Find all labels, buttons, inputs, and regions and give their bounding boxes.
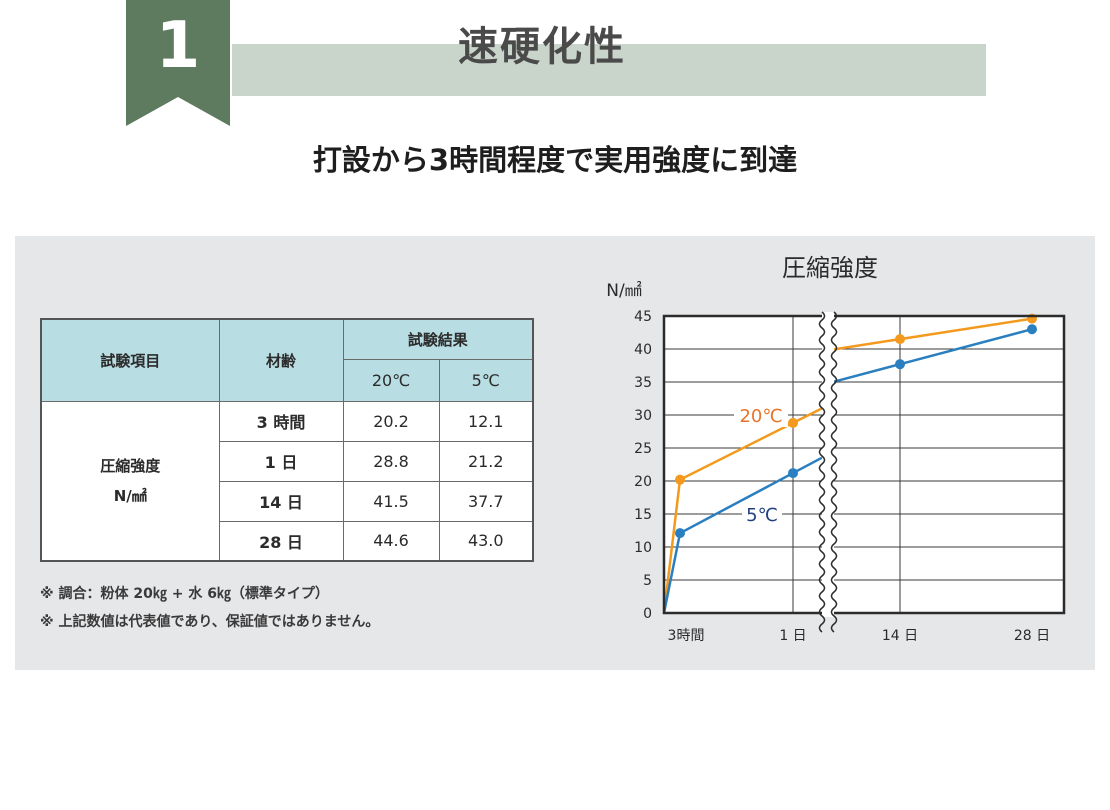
footnote: ※ 上記数値は代表値であり、保証値ではありません。	[40, 614, 380, 630]
footnotes: ※ 調合：粉体 20㎏ + 水 6㎏（標準タイプ） ※ 上記数値は代表値であり、…	[40, 580, 560, 636]
y-tick-label: 35	[634, 375, 652, 391]
cell-5c: 21.2	[438, 440, 534, 482]
cell-age: 28 日	[218, 520, 344, 562]
header-age: 材齢	[218, 318, 344, 402]
header-20c: 20℃	[342, 358, 440, 402]
plot-frame	[834, 314, 1066, 615]
x-tick-label: 14 日	[882, 628, 918, 644]
chart-title: 圧縮強度	[782, 254, 878, 282]
series-label-bg	[742, 502, 782, 526]
y-tick-label: 0	[643, 606, 652, 622]
cell-5c: 43.0	[438, 520, 534, 562]
y-tick-label: 25	[634, 441, 652, 457]
x-tick-label: 1 日	[779, 628, 806, 644]
data-point	[788, 417, 798, 428]
series-label-5c: 5℃	[746, 505, 778, 526]
data-point	[788, 468, 798, 479]
series-line	[662, 407, 823, 614]
row-label-line2: N/㎟	[113, 486, 147, 505]
series-line	[662, 456, 823, 614]
plot-frame	[662, 314, 822, 615]
data-point	[675, 528, 685, 539]
section-number: 1	[155, 9, 201, 83]
cell-20c: 44.6	[342, 520, 440, 562]
row-label: 圧縮強度 N/㎟	[40, 400, 220, 562]
y-axis-label: N/㎟	[606, 281, 641, 301]
y-tick-label: 40	[634, 342, 652, 358]
y-tick-label: 30	[634, 408, 652, 424]
title-band	[232, 44, 986, 96]
header-results: 試験結果	[342, 318, 534, 360]
x-tick-label: 3時間	[668, 628, 705, 644]
cell-5c: 12.1	[438, 400, 534, 442]
data-point	[895, 334, 905, 345]
y-tick-label: 5	[643, 573, 652, 589]
cell-age: 3 時間	[218, 400, 344, 442]
data-point	[675, 474, 685, 485]
results-table: 試験項目 材齢 試験結果 20℃ 5℃ 圧縮強度 N/㎟ 3 時間 20.2 1…	[40, 318, 535, 562]
y-tick-label: 10	[634, 540, 652, 556]
header-5c: 5℃	[438, 358, 534, 402]
axis-break-mark	[830, 311, 838, 633]
cell-5c: 37.7	[438, 480, 534, 522]
cell-age: 1 日	[218, 440, 344, 482]
axis-break-mark	[818, 311, 826, 633]
row-label-line1: 圧縮強度	[100, 456, 161, 475]
footnote: ※ 調合：粉体 20㎏ + 水 6㎏（標準タイプ）	[40, 586, 329, 602]
y-tick-label: 45	[634, 309, 652, 325]
series-label-bg	[734, 403, 788, 427]
cell-20c: 28.8	[342, 440, 440, 482]
x-tick-label: 28 日	[1014, 628, 1050, 644]
data-point	[1027, 324, 1037, 335]
cell-20c: 41.5	[342, 480, 440, 522]
plot-area	[664, 316, 1064, 613]
data-point	[895, 359, 905, 370]
y-tick-label: 15	[634, 507, 652, 523]
section-title: 速硬化性	[458, 24, 626, 70]
section-subtitle: 打設から3時間程度で実用強度に到達	[312, 143, 798, 177]
y-tick-label: 20	[634, 474, 652, 490]
series-label-20c: 20℃	[739, 406, 782, 427]
